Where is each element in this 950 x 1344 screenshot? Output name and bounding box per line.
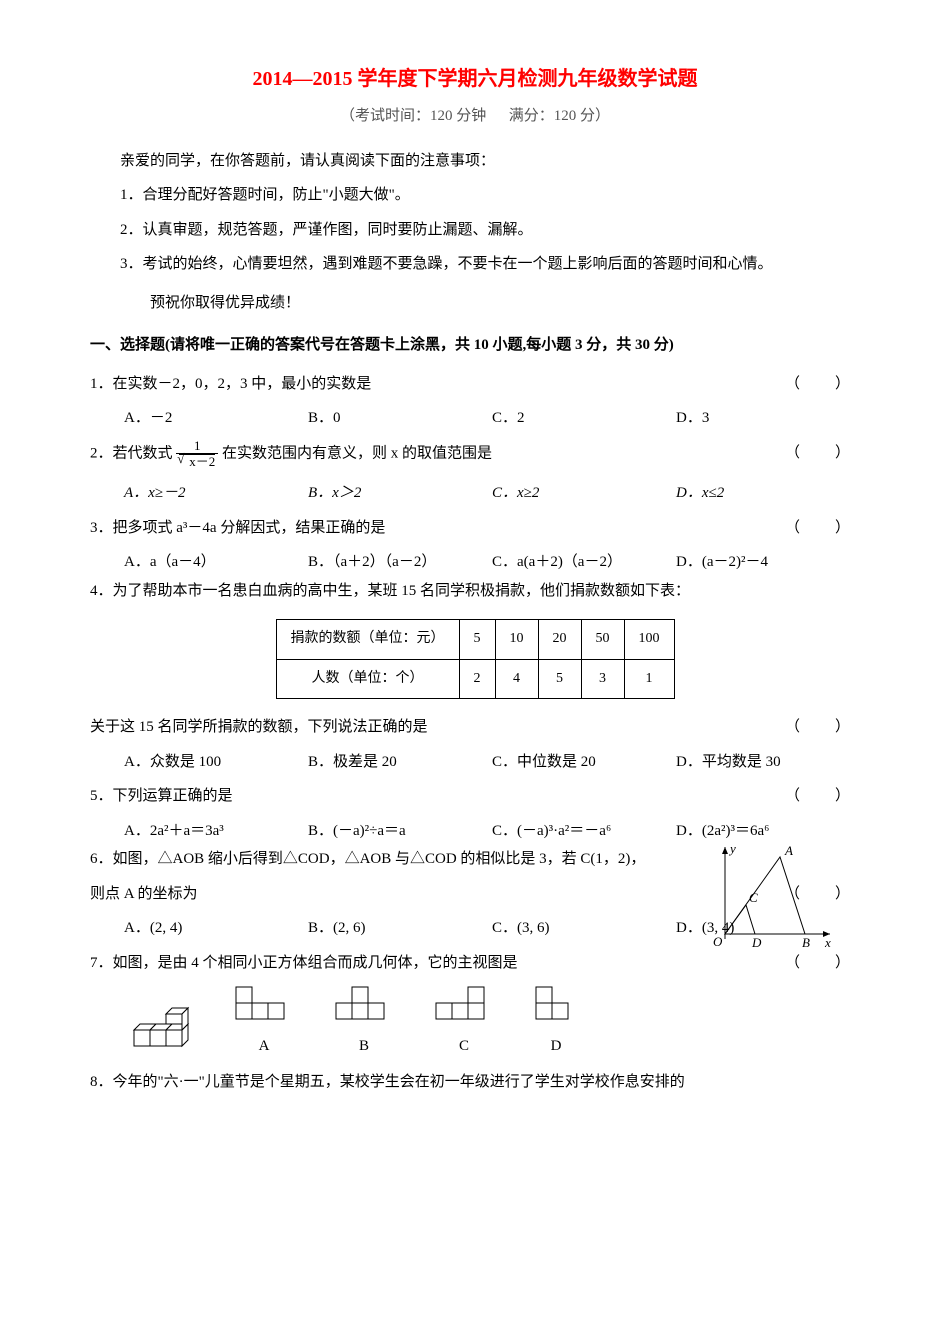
exam-subtitle: （考试时间：120 分钟 满分：120 分）: [90, 102, 860, 131]
fig-label-a: A: [784, 843, 793, 858]
intro-note-3: 3．考试的始终，心情要坦然，遇到难题不要急躁，不要卡在一个题上影响后面的答题时间…: [90, 250, 860, 279]
q1-opt-a: A．－2: [124, 404, 308, 433]
q3-opt-c: C．a(a＋2)（a－2）: [492, 548, 676, 577]
q6-opt-b: B．(2, 6): [308, 914, 492, 943]
q4-r1c3: 20: [538, 620, 581, 660]
answer-paren: （ ）: [785, 439, 860, 468]
answer-paren: （ ）: [785, 370, 860, 399]
table-row: 捐款的数额（单位：元） 5 10 20 50 100: [276, 620, 674, 660]
section-1-heading: 一、选择题(请将唯一正确的答案代号在答题卡上涂黑，共 10 小题,每小题 3 分…: [90, 331, 860, 360]
answer-paren: （ ）: [785, 782, 860, 811]
q3-options: A．a（a－4） B．（a＋2）（a－2） C．a(a＋2)（a－2） D．(a…: [124, 548, 860, 577]
q4-table: 捐款的数额（单位：元） 5 10 20 50 100 人数（单位：个） 2 4 …: [276, 619, 675, 699]
q6-opt-a: A．(2, 4): [124, 914, 308, 943]
question-7: 7．如图，是由 4 个相同小正方体组合而成几何体，它的主视图是 （ ）: [90, 949, 860, 978]
q4-opt-d: D．平均数是 30: [676, 748, 860, 777]
q2-stem-post: 在实数范围内有意义，则 x 的取值范围是: [222, 445, 492, 461]
q6-opt-c: C．(3, 6): [492, 914, 676, 943]
q1-stem: 1．在实数－2，0，2，3 中，最小的实数是: [90, 376, 371, 392]
q7-label-b: B: [334, 1032, 394, 1061]
q2-opt-d: D．x≤2: [676, 479, 860, 508]
fig-label-y: y: [728, 841, 736, 856]
table-row: 人数（单位：个） 2 4 5 3 1: [276, 659, 674, 699]
q1-opt-b: B．0: [308, 404, 492, 433]
q1-options: A．－2 B．0 C．2 D．3: [124, 404, 860, 433]
q7-solid: [124, 1000, 194, 1061]
q4-r1c0: 捐款的数额（单位：元）: [276, 620, 459, 660]
q3-opt-b: B．（a＋2）（a－2）: [308, 548, 492, 577]
intro-greeting: 亲爱的同学，在你答题前，请认真阅读下面的注意事项：: [90, 147, 860, 176]
intro-note-1: 1．合理分配好答题时间，防止"小题大做"。: [90, 181, 860, 210]
time-label: （考试时间：120 分钟: [340, 108, 486, 124]
question-8: 8．今年的"六·一"儿童节是个星期五，某校学生会在初一年级进行了学生对学校作息安…: [90, 1068, 860, 1097]
q2-opt-c: C．x≥2: [492, 479, 676, 508]
q4-r1c4: 50: [581, 620, 624, 660]
fig-label-o: O: [713, 934, 723, 949]
q6-stem2: 则点 A 的坐标为: [90, 886, 198, 902]
q3-opt-a: A．a（a－4）: [124, 548, 308, 577]
q4-opt-a: A．众数是 100: [124, 748, 308, 777]
question-6-wrap: 6．如图，△AOB 缩小后得到△COD，△AOB 与△COD 的相似比是 3，若…: [90, 845, 860, 943]
fig-label-x: x: [824, 935, 831, 949]
q3-opt-d: D．(a－2)²－4: [676, 548, 860, 577]
q4-opt-b: B．极差是 20: [308, 748, 492, 777]
q5-opt-a: A．2a²＋a＝3a³: [124, 817, 308, 846]
q7-stem: 7．如图，是由 4 个相同小正方体组合而成几何体，它的主视图是: [90, 955, 518, 971]
q7-view-d: D: [534, 985, 578, 1060]
question-3: 3．把多项式 a³－4a 分解因式，结果正确的是 （ ）: [90, 514, 860, 543]
q2-options: A．x≥－2 B．x＞2 C．x≥2 D．x≤2: [124, 479, 860, 508]
q4-r2c4: 3: [581, 659, 624, 699]
q7-label-d: D: [534, 1032, 578, 1061]
question-4: 4．为了帮助本市一名患白血病的高中生，某班 15 名同学积极捐款，他们捐款数额如…: [90, 577, 860, 777]
question-5: 5．下列运算正确的是 （ ）: [90, 782, 860, 811]
q1-opt-d: D．3: [676, 404, 860, 433]
q5-opt-b: B．(－a)²÷a＝a: [308, 817, 492, 846]
answer-paren: （ ）: [785, 949, 860, 978]
q2-frac-den: x－2: [176, 454, 218, 469]
q5-opt-c: C．(－a)³·a²＝－a⁶: [492, 817, 676, 846]
q4-r1c1: 5: [459, 620, 495, 660]
q2-opt-a: A．x≥－2: [124, 479, 308, 508]
q5-stem: 5．下列运算正确的是: [90, 788, 233, 804]
q7-view-b: B: [334, 985, 394, 1060]
q2-opt-b: B．x＞2: [308, 479, 492, 508]
q7-view-c: C: [434, 985, 494, 1060]
answer-paren: （ ）: [785, 514, 860, 543]
exam-title: 2014—2015 学年度下学期六月检测九年级数学试题: [90, 60, 860, 98]
question-1: 1．在实数－2，0，2，3 中，最小的实数是 （ ）: [90, 370, 860, 399]
q7-label-a: A: [234, 1032, 294, 1061]
q7-view-a: A: [234, 985, 294, 1060]
q6-figure: A C O D B x y: [710, 839, 840, 949]
intro-wish: 预祝你取得优异成绩！: [90, 289, 860, 318]
q4-stem: 4．为了帮助本市一名患白血病的高中生，某班 15 名同学积极捐款，他们捐款数额如…: [90, 577, 860, 606]
sqrt-icon: x－2: [179, 454, 215, 469]
q7-label-c: C: [434, 1032, 494, 1061]
q4-r1c5: 100: [624, 620, 674, 660]
question-2: 2．若代数式 1 x－2 在实数范围内有意义，则 x 的取值范围是 （ ）: [90, 439, 860, 470]
fig-label-d: D: [751, 935, 762, 949]
q3-stem: 3．把多项式 a³－4a 分解因式，结果正确的是: [90, 520, 385, 536]
intro-note-2: 2．认真审题，规范答题，严谨作图，同时要防止漏题、漏解。: [90, 216, 860, 245]
q4-stem2: 关于这 15 名同学所捐款的数额，下列说法正确的是 （ ）: [90, 713, 860, 742]
q4-options: A．众数是 100 B．极差是 20 C．中位数是 20 D．平均数是 30: [124, 748, 860, 777]
score-label: 满分：120 分）: [509, 108, 610, 124]
q4-r2c2: 4: [495, 659, 538, 699]
q4-r2c0: 人数（单位：个）: [276, 659, 459, 699]
fig-label-b: B: [802, 935, 810, 949]
q1-opt-c: C．2: [492, 404, 676, 433]
q4-r2c3: 5: [538, 659, 581, 699]
q2-fraction: 1 x－2: [176, 439, 218, 470]
q7-figures: A B C: [124, 985, 860, 1060]
answer-paren: （ ）: [785, 713, 860, 742]
q4-opt-c: C．中位数是 20: [492, 748, 676, 777]
fig-label-c: C: [749, 890, 758, 905]
q4-r2c1: 2: [459, 659, 495, 699]
q4-r1c2: 10: [495, 620, 538, 660]
q4-r2c5: 1: [624, 659, 674, 699]
q2-stem-pre: 2．若代数式: [90, 445, 176, 461]
